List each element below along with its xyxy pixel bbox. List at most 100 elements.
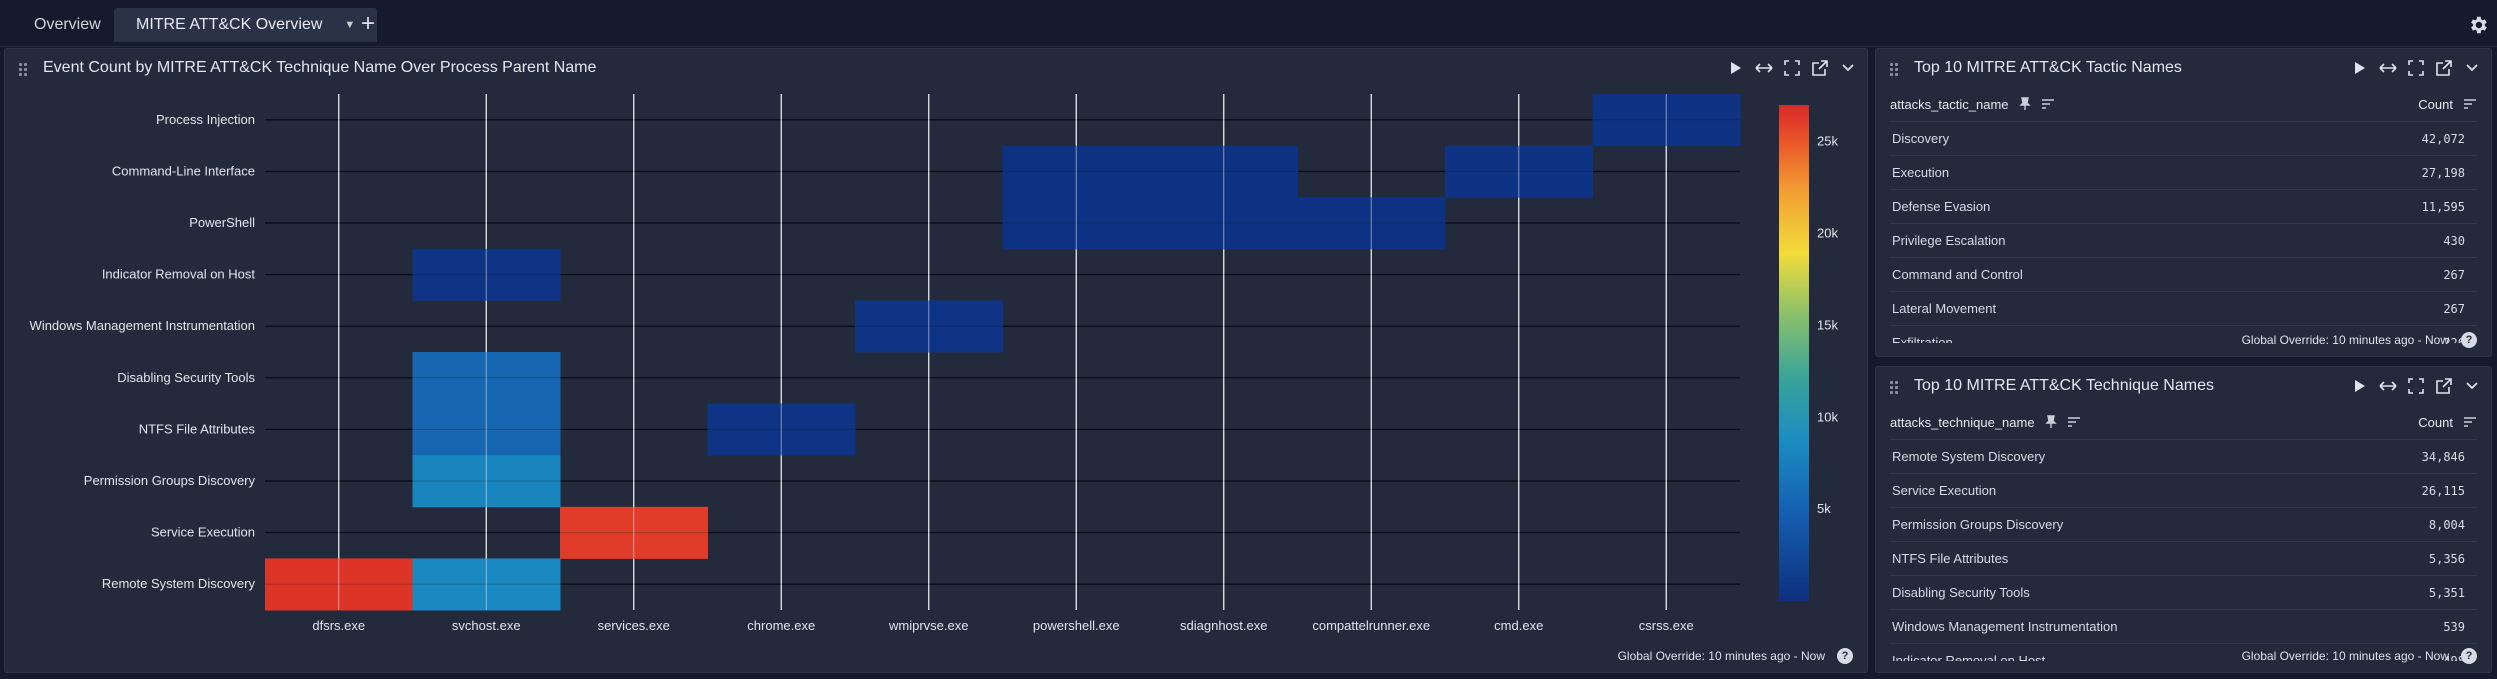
drag-handle-icon[interactable] <box>1890 63 1898 77</box>
tab-mitre-label: MITRE ATT&CK Overview <box>136 16 323 33</box>
x-tick-label: compattelrunner.exe <box>1312 618 1430 633</box>
table-row[interactable]: Command and Control 267 <box>1890 257 2477 291</box>
x-tick-label: csrss.exe <box>1639 618 1694 633</box>
play-icon[interactable] <box>2351 59 2369 77</box>
drag-handle-icon[interactable] <box>19 63 27 77</box>
drag-handle-icon[interactable] <box>1890 381 1898 395</box>
sort-icon[interactable] <box>2463 417 2477 427</box>
sort-icon[interactable] <box>2041 99 2055 109</box>
global-override-text: Global Override: 10 minutes ago - Now <box>1617 649 1825 663</box>
row-count: 26,115 <box>2421 483 2465 498</box>
row-count: 226 <box>2443 335 2465 344</box>
row-name: Command and Control <box>1892 267 2023 282</box>
table-body: Discovery 42,072 Execution 27,198 Defense Ev… <box>1890 121 2477 343</box>
colorbar-tick-label: 10k <box>1817 409 1838 424</box>
fullscreen-icon[interactable] <box>2407 377 2425 395</box>
technique-panel: Top 10 MITRE ATT&CK Technique Names atta… <box>1875 366 2492 673</box>
y-tick-label: PowerShell <box>189 215 255 230</box>
row-name: Discovery <box>1892 131 1950 146</box>
colorbar-tick-label: 25k <box>1817 134 1838 149</box>
x-tick-label: wmiprvse.exe <box>888 618 968 633</box>
panel-footer: Global Override: 10 minutes ago - Now ? <box>2242 332 2477 348</box>
column-header-name[interactable]: attacks_technique_name <box>1890 414 2035 430</box>
x-tick-label: dfsrs.exe <box>312 618 365 633</box>
play-icon[interactable] <box>1727 59 1745 77</box>
chevron-down-icon[interactable] <box>2463 377 2481 395</box>
table-row[interactable]: Lateral Movement 267 <box>1890 291 2477 325</box>
column-header-count[interactable]: Count <box>2418 96 2453 112</box>
x-tick-label: sdiagnhost.exe <box>1180 618 1267 633</box>
open-external-icon[interactable] <box>1811 59 1829 77</box>
expand-horizontal-icon[interactable] <box>1755 59 1773 77</box>
y-tick-label: Disabling Security Tools <box>117 370 255 385</box>
x-tick-label: chrome.exe <box>747 618 815 633</box>
row-name: Lateral Movement <box>1892 301 1997 316</box>
help-icon[interactable]: ? <box>1837 648 1853 664</box>
y-tick-label: Process Injection <box>156 112 255 127</box>
help-icon[interactable]: ? <box>2461 648 2477 664</box>
tab-overview[interactable]: Overview <box>12 8 123 42</box>
row-count: 34,846 <box>2421 449 2465 464</box>
expand-horizontal-icon[interactable] <box>2379 59 2397 77</box>
fullscreen-icon[interactable] <box>1783 59 1801 77</box>
x-tick-label: cmd.exe <box>1494 618 1543 633</box>
row-name: Defense Evasion <box>1892 199 1991 214</box>
row-count: 267 <box>2443 267 2465 282</box>
chevron-down-icon[interactable] <box>2463 59 2481 77</box>
table-row[interactable]: Defense Evasion 11,595 <box>1890 189 2477 223</box>
colorbar-tick-label: 20k <box>1817 226 1838 241</box>
table-header: attacks_tactic_name Count <box>1890 91 2477 117</box>
row-name: Disabling Security Tools <box>1892 585 2030 600</box>
play-icon[interactable] <box>2351 377 2369 395</box>
chevron-down-icon[interactable] <box>1839 59 1857 77</box>
row-count: 42,072 <box>2421 131 2465 146</box>
gear-icon[interactable] <box>2467 14 2489 36</box>
y-tick-label: Service Execution <box>151 525 255 540</box>
sort-icon[interactable] <box>2463 99 2477 109</box>
row-count: 11,595 <box>2421 199 2465 214</box>
panel-footer: Global Override: 10 minutes ago - Now ? <box>2242 648 2477 664</box>
add-tab-button[interactable]: + <box>360 10 375 37</box>
tab-mitre-attack-overview[interactable]: MITRE ATT&CK Overview ▼ <box>114 8 378 42</box>
column-header-name[interactable]: attacks_tactic_name <box>1890 96 2009 112</box>
pin-icon[interactable] <box>2044 415 2057 429</box>
table-row[interactable]: Remote System Discovery 34,846 <box>1890 439 2477 473</box>
panel-title: Event Count by MITRE ATT&CK Technique Na… <box>43 59 597 76</box>
table-row[interactable]: Windows Management Instrumentation 539 <box>1890 609 2477 643</box>
x-tick-label: services.exe <box>598 618 670 633</box>
help-icon[interactable]: ? <box>2461 332 2477 348</box>
row-count: 267 <box>2443 301 2465 316</box>
row-count: 5,351 <box>2428 585 2465 600</box>
y-tick-label: Windows Management Instrumentation <box>30 318 255 333</box>
colorbar-tick-label: 15k <box>1817 317 1838 332</box>
open-external-icon[interactable] <box>2435 59 2453 77</box>
global-override-text: Global Override: 10 minutes ago - Now <box>2241 649 2449 663</box>
panel-toolbar <box>1727 59 1857 77</box>
table-row[interactable]: Disabling Security Tools 5,351 <box>1890 575 2477 609</box>
table-header: attacks_technique_name Count <box>1890 409 2477 435</box>
panel-toolbar <box>2351 59 2481 77</box>
table-row[interactable]: Permission Groups Discovery 8,004 <box>1890 507 2477 541</box>
table-row[interactable]: Exfiltration 226 <box>1890 325 2477 343</box>
table-row[interactable]: Execution 27,198 <box>1890 155 2477 189</box>
table-row[interactable]: NTFS File Attributes 5,356 <box>1890 541 2477 575</box>
row-name: Permission Groups Discovery <box>1892 517 2064 532</box>
y-tick-label: Indicator Removal on Host <box>102 267 256 282</box>
chevron-down-icon[interactable]: ▼ <box>344 19 356 31</box>
row-count: 498 <box>2443 653 2465 662</box>
tab-overview-label: Overview <box>34 16 101 33</box>
pin-icon[interactable] <box>2018 97 2031 111</box>
panel-toolbar <box>2351 377 2481 395</box>
x-tick-label: svchost.exe <box>452 618 521 633</box>
table-row[interactable]: Discovery 42,072 <box>1890 121 2477 155</box>
open-external-icon[interactable] <box>2435 377 2453 395</box>
table-row[interactable]: Indicator Removal on Host 498 <box>1890 643 2477 661</box>
sort-icon[interactable] <box>2067 417 2081 427</box>
row-name: Service Execution <box>1892 483 1997 498</box>
table-row[interactable]: Service Execution 26,115 <box>1890 473 2477 507</box>
row-count: 430 <box>2443 233 2465 248</box>
expand-horizontal-icon[interactable] <box>2379 377 2397 395</box>
column-header-count[interactable]: Count <box>2418 414 2453 430</box>
table-row[interactable]: Privilege Escalation 430 <box>1890 223 2477 257</box>
fullscreen-icon[interactable] <box>2407 59 2425 77</box>
